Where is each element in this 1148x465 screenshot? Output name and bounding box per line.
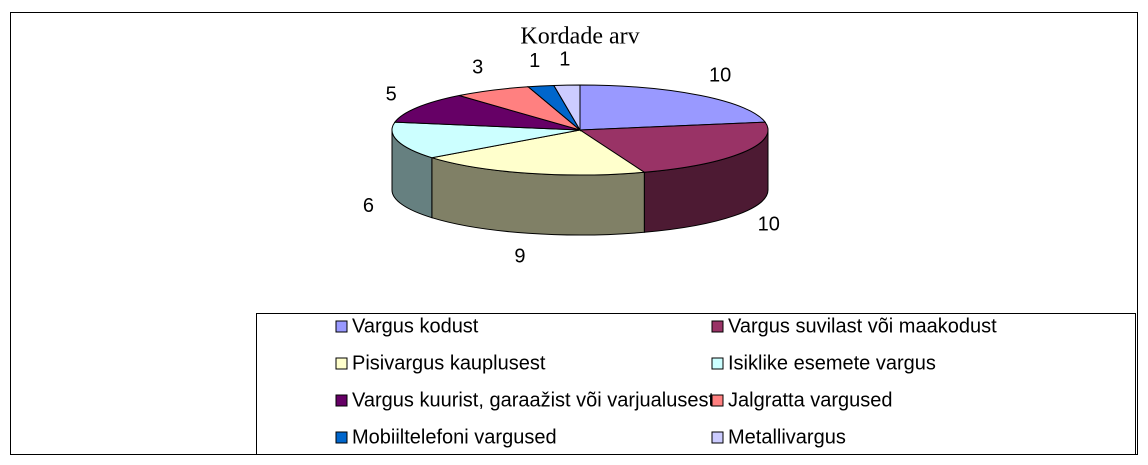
legend-swatch <box>711 431 724 444</box>
pie-slice <box>578 121 769 173</box>
pie-slice <box>552 84 581 132</box>
pie-slice <box>393 95 581 131</box>
pie-slice <box>431 129 646 176</box>
pie-slice <box>579 84 767 131</box>
data-label: 5 <box>386 83 397 105</box>
legend-swatch <box>711 320 724 333</box>
chart-title: Kordade arv <box>520 24 639 50</box>
data-label: 1 <box>529 50 540 72</box>
data-label: 10 <box>709 65 731 87</box>
legend-label: Jalgratta vargused <box>728 389 893 411</box>
legend-label: Vargus kodust <box>352 315 479 337</box>
legend-label: Metallivargus <box>728 426 846 448</box>
data-label: 3 <box>472 56 483 78</box>
legend-label: Vargus kuurist, garaažist või varjualuse… <box>352 389 714 411</box>
pie-slice <box>391 121 581 159</box>
legend-swatch <box>335 431 348 444</box>
legend-label: Vargus suvilast või maakodust <box>728 315 997 337</box>
legend-label: Pisivargus kauplusest <box>352 352 546 374</box>
data-label: 1 <box>559 48 570 70</box>
legend-label: Mobiiltelefoni vargused <box>352 426 557 448</box>
legend-box <box>256 313 1136 455</box>
data-label: 10 <box>758 213 780 235</box>
legend-swatch <box>711 357 724 370</box>
data-label: 6 <box>363 195 374 217</box>
legend-label: Isiklike esemete vargus <box>728 352 936 374</box>
legend-swatch <box>335 320 348 333</box>
legend-swatch <box>335 394 348 407</box>
legend-swatch <box>335 357 348 370</box>
data-label: 9 <box>514 246 525 268</box>
legend-swatch <box>711 394 724 407</box>
